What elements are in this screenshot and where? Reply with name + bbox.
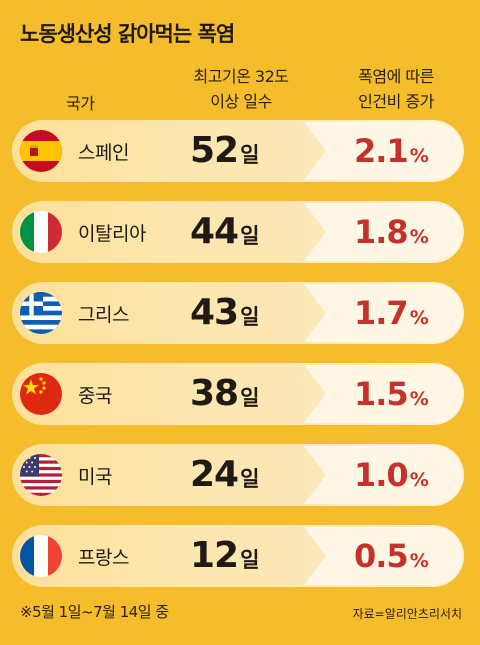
spain-flag-icon — [20, 130, 62, 172]
labor-cost-rise-unit: % — [409, 388, 429, 410]
heat-days: 44일 — [190, 211, 259, 252]
chevron-box-shape — [304, 365, 462, 423]
heat-days-unit: 일 — [240, 143, 260, 167]
country-name: 프랑스 — [78, 547, 129, 569]
chevron-box-shape — [304, 122, 462, 180]
heat-days-unit: 일 — [240, 548, 260, 572]
heat-days-value: 44 — [190, 211, 239, 252]
chevron-box-shape — [304, 527, 462, 585]
rise-box — [300, 282, 464, 344]
header-days-line2: 이상 일수 — [210, 92, 272, 111]
heat-days-value: 38 — [190, 373, 239, 414]
rise-box — [300, 363, 464, 425]
labor-cost-rise: 1.8% — [354, 213, 429, 251]
labor-cost-rise-unit: % — [409, 226, 429, 248]
greece-flag-icon — [20, 292, 62, 334]
labor-cost-rise-unit: % — [409, 550, 429, 572]
heat-days-value: 24 — [190, 454, 239, 495]
heat-days: 24일 — [190, 454, 259, 495]
labor-cost-rise-value: 2.1 — [354, 132, 409, 170]
labor-cost-rise-value: 1.7 — [354, 294, 409, 332]
heat-days-unit: 일 — [240, 305, 260, 329]
table-row: 미국 24일 1.0% — [0, 444, 480, 506]
labor-cost-rise: 1.5% — [354, 375, 429, 413]
table-row: 이탈리아 44일 1.8% — [0, 201, 480, 263]
rise-box — [300, 525, 464, 587]
labor-cost-rise: 0.5% — [354, 537, 429, 575]
source-credit: 자료=알리안츠리서치 — [352, 607, 462, 621]
heat-days-value: 43 — [190, 292, 239, 333]
header-days: 최고기온 32도 이상 일수 — [176, 64, 306, 114]
heat-days-unit: 일 — [240, 467, 260, 491]
heat-days-unit: 일 — [240, 224, 260, 248]
labor-cost-rise-value: 1.8 — [354, 213, 409, 251]
header-country-label: 국가 — [66, 94, 95, 113]
labor-cost-rise-value: 1.0 — [354, 456, 409, 494]
table-row: 스페인 52일 2.1% — [0, 120, 480, 182]
heat-days: 38일 — [190, 373, 259, 414]
header-rise-line1: 폭염에 따른 — [358, 67, 434, 86]
labor-cost-rise-value: 0.5 — [354, 537, 409, 575]
table-row: 중국 38일 1.5% — [0, 363, 480, 425]
country-name: 이탈리아 — [78, 223, 146, 245]
heat-days-value: 12 — [190, 535, 239, 576]
country-name: 스페인 — [78, 142, 129, 164]
rise-box — [300, 120, 464, 182]
labor-cost-rise-unit: % — [409, 307, 429, 329]
chevron-box-shape — [304, 284, 462, 342]
rise-box — [300, 444, 464, 506]
page-title: 노동생산성 갉아먹는 폭염 — [20, 22, 235, 46]
heat-days: 52일 — [190, 130, 259, 171]
italy-flag-icon — [20, 211, 62, 253]
chevron-box-shape — [304, 446, 462, 504]
labor-cost-rise: 1.0% — [354, 456, 429, 494]
country-name: 그리스 — [78, 304, 129, 326]
chevron-box-shape — [304, 203, 462, 261]
table-row: 그리스 43일 1.7% — [0, 282, 480, 344]
heat-days: 43일 — [190, 292, 259, 333]
header-rise-line2: 인건비 증가 — [358, 92, 434, 111]
labor-cost-rise: 1.7% — [354, 294, 429, 332]
footnote: ※5월 1일~7월 14일 중 — [20, 603, 169, 621]
labor-cost-rise-unit: % — [409, 145, 429, 167]
country-name: 중국 — [78, 385, 112, 407]
heat-days: 12일 — [190, 535, 259, 576]
header-country: 국가 — [66, 91, 126, 116]
usa-flag-icon — [20, 454, 62, 496]
rise-box — [300, 201, 464, 263]
labor-cost-rise-value: 1.5 — [354, 375, 409, 413]
header-rise: 폭염에 따른 인건비 증가 — [336, 64, 456, 114]
labor-cost-rise-unit: % — [409, 469, 429, 491]
country-name: 미국 — [78, 466, 112, 488]
heat-days-value: 52 — [190, 130, 239, 171]
france-flag-icon — [20, 535, 62, 577]
labor-cost-rise: 2.1% — [354, 132, 429, 170]
heat-days-unit: 일 — [240, 386, 260, 410]
china-flag-icon — [20, 373, 62, 415]
table-row: 프랑스 12일 0.5% — [0, 525, 480, 587]
header-days-line1: 최고기온 32도 — [193, 67, 289, 86]
